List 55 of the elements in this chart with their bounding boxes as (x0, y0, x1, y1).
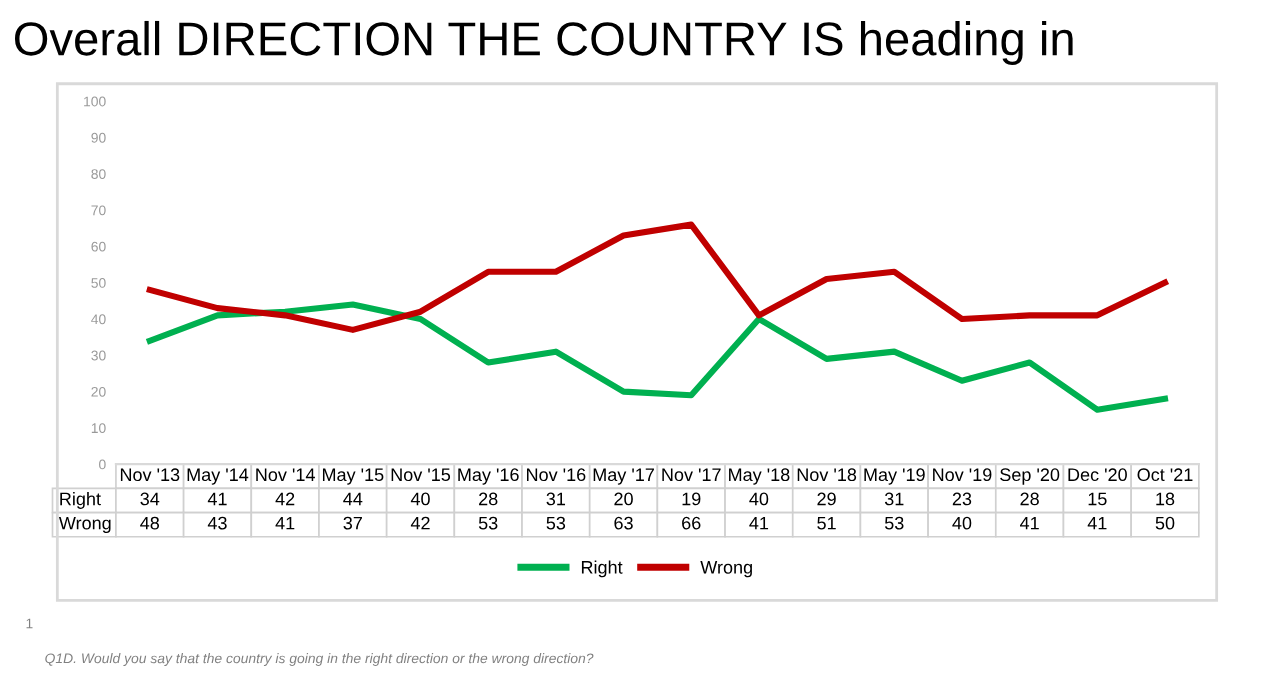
data-label: 34 (140, 492, 160, 506)
x-tick-label: May '16 (458, 468, 519, 485)
data-label: 41 (749, 516, 769, 530)
data-label: 42 (275, 492, 295, 506)
x-tick-label: May '18 (729, 468, 790, 485)
x-tick-label: Nov '17 (662, 468, 721, 482)
x-tick-label: Oct '21 (1137, 468, 1193, 482)
data-label: 31 (546, 492, 566, 506)
x-tick-label: May '14 (187, 468, 249, 485)
x-tick-label: Nov '14 (256, 468, 315, 482)
data-label: 40 (410, 492, 430, 506)
x-tick-label: May '19 (864, 468, 925, 485)
data-label: 66 (682, 516, 701, 530)
data-label: 41 (1087, 516, 1107, 530)
chart-title: Overall DIRECTION THE COUNTRY IS heading in (14, 20, 1073, 65)
data-label: 40 (749, 492, 769, 506)
data-label: 20 (614, 492, 633, 506)
data-label: 53 (546, 516, 566, 530)
line-series (146, 301, 1169, 413)
data-label: 42 (410, 516, 430, 530)
data-label: 29 (817, 492, 836, 506)
x-tick-label: Nov '18 (797, 468, 857, 482)
x-tick-label: Nov '15 (391, 468, 451, 482)
data-label: 41 (1020, 516, 1039, 530)
x-tick-label: May '17 (593, 468, 654, 485)
legend-label: Wrong (700, 561, 752, 578)
data-label: 37 (343, 516, 362, 530)
data-label: 50 (1155, 516, 1175, 530)
data-label: 43 (207, 516, 227, 530)
x-tick-label: Dec '20 (1068, 468, 1127, 482)
data-label: 31 (884, 492, 904, 506)
line-series (146, 221, 1169, 333)
x-tick-label: Sep '20 (1000, 468, 1060, 485)
data-label: 53 (884, 516, 904, 530)
x-tick-label: Nov '19 (933, 468, 992, 482)
data-label: 28 (479, 492, 498, 506)
data-label: 51 (817, 516, 836, 530)
x-tick-label: Nov '16 (527, 468, 586, 482)
data-label: 63 (614, 516, 633, 530)
data-label: 53 (478, 516, 498, 530)
x-tick-label: May '15 (322, 468, 384, 485)
data-label: 44 (343, 492, 363, 506)
text: Wrong (58, 516, 111, 534)
data-label: 41 (275, 516, 295, 530)
text: Right (60, 492, 101, 509)
data-label: 23 (952, 492, 972, 506)
x-tick-label: Nov '13 (120, 468, 180, 482)
data-label: 18 (1156, 492, 1175, 506)
data-label: 48 (140, 516, 160, 530)
data-label: 15 (1088, 492, 1107, 506)
data-label: 40 (952, 516, 972, 530)
legend-label: Right (581, 560, 623, 578)
data-label: 28 (1020, 492, 1039, 506)
data-label: 19 (682, 492, 701, 506)
data-label: 41 (207, 492, 227, 506)
